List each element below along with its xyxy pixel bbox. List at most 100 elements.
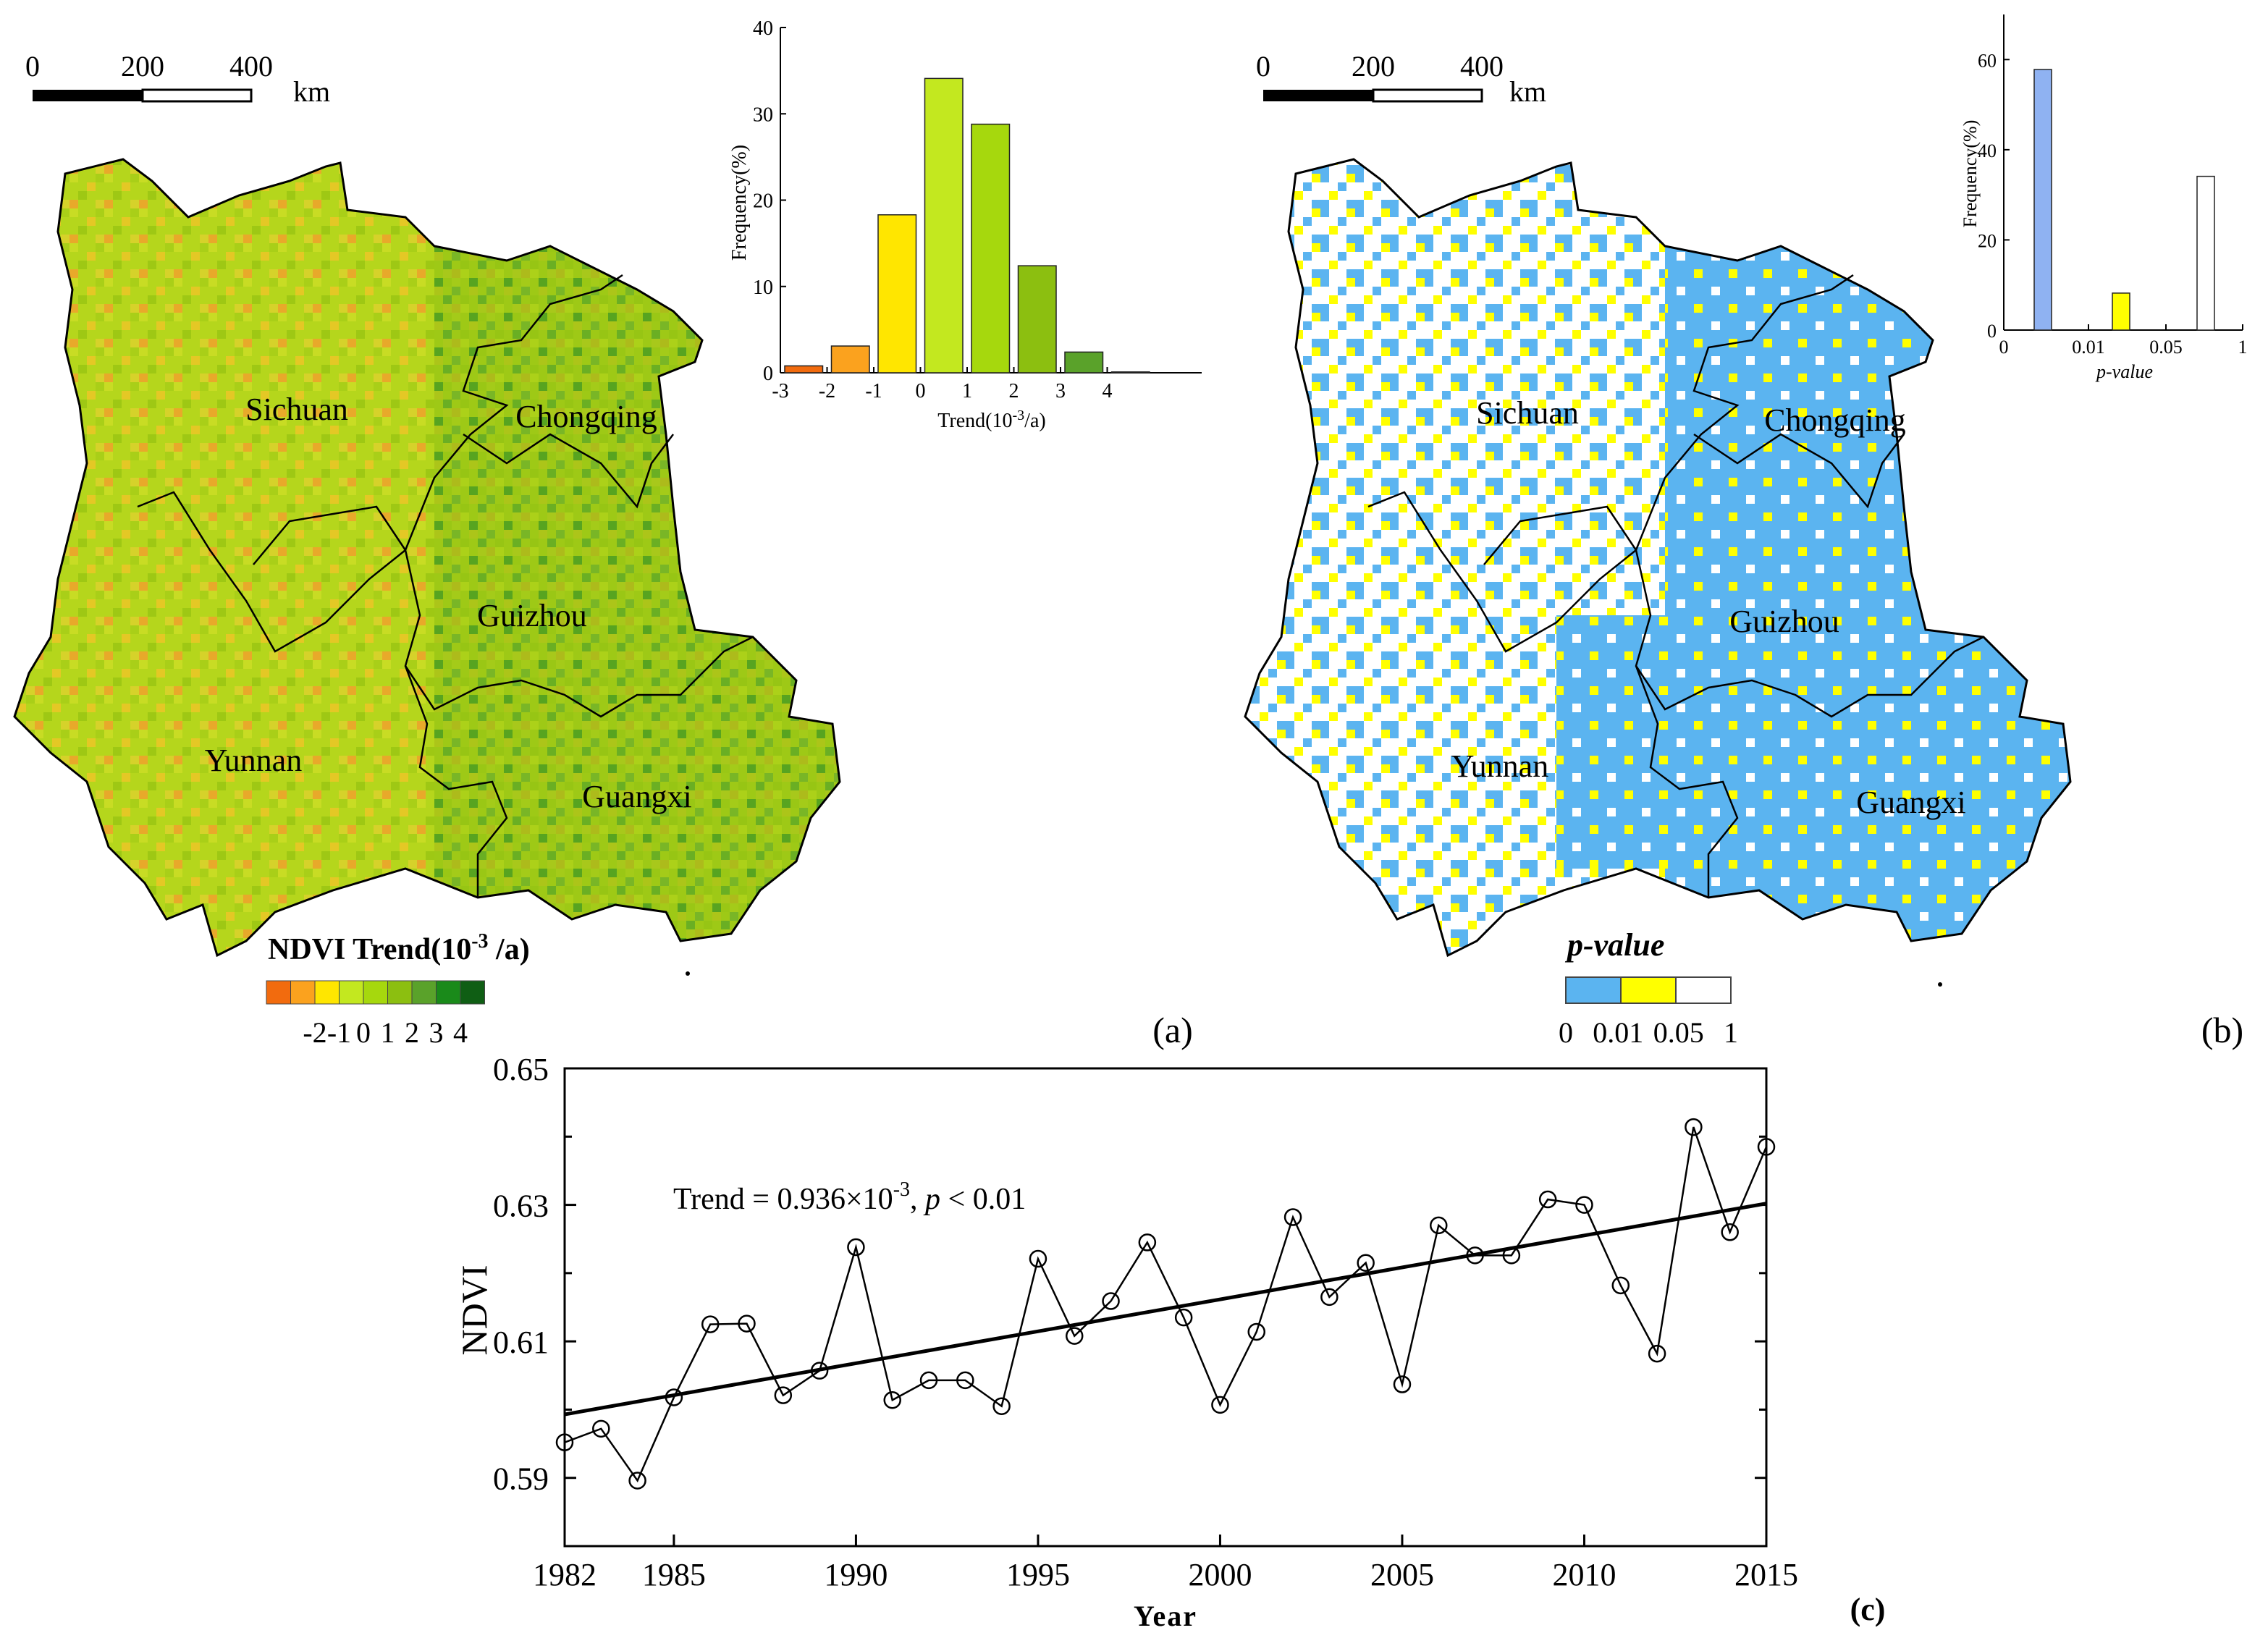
region-label-yunnan: Yunnan xyxy=(205,743,302,778)
island-mark xyxy=(686,971,690,976)
legend-ticks-b: 0 0.01 0.05 1 xyxy=(1559,1016,1738,1049)
y-tick-label: 0 xyxy=(1987,321,1997,342)
ndvi-trend-map: Sichuan Chongqing Guizhou Yunnan Guangxi xyxy=(13,158,841,976)
legend-title-text: NDVI Trend(10 xyxy=(268,933,471,966)
legend-title-sup: -3 xyxy=(471,930,488,953)
scale-bar-a: 0 200 400 km xyxy=(25,50,330,108)
y-tick-label: 40 xyxy=(753,17,773,40)
data-point xyxy=(738,1314,756,1333)
data-point xyxy=(1065,1327,1084,1345)
trend-annotation-p: p xyxy=(923,1183,940,1216)
legend-title-a: NDVI Trend(10-3 /a) xyxy=(268,930,530,966)
histogram-bar xyxy=(1017,265,1057,373)
legend-swatches-a xyxy=(266,980,485,1005)
data-point xyxy=(1247,1322,1266,1341)
legend-swatches-b xyxy=(1565,976,1732,1004)
data-point xyxy=(956,1371,974,1390)
legend-tick-label: 2 xyxy=(405,1016,419,1049)
x-tick-label: 1 xyxy=(2238,337,2248,358)
data-point xyxy=(847,1238,865,1257)
histogram-bar xyxy=(1064,351,1104,373)
data-point xyxy=(555,1433,574,1451)
y-tick-label: 0.65 xyxy=(493,1052,549,1087)
scale-bar-black-segment xyxy=(33,90,143,101)
legend-ticks-a: -2 -1 0 1 2 3 4 xyxy=(303,1016,468,1049)
y-tick-label: 0.61 xyxy=(493,1325,549,1360)
data-point xyxy=(1502,1246,1521,1265)
data-point xyxy=(1685,1118,1703,1136)
x-tick-label: 4 xyxy=(1103,380,1113,402)
histogram-bar xyxy=(924,77,964,373)
region-label-guangxi: Guangxi xyxy=(582,779,692,814)
y-tick-label: 40 xyxy=(1978,140,1997,161)
pvalue-legend: p-value 0 0.01 0.05 1 xyxy=(1559,927,1738,1049)
ndvi-time-series: 0.59 0.61 0.63 0.65 1982 1985 1990 1995 2000 2005… xyxy=(454,1052,1885,1632)
histogram-bar xyxy=(2033,69,2052,331)
histogram-bar xyxy=(971,123,1011,373)
region-label-guangxi: Guangxi xyxy=(1856,785,1966,820)
legend-swatch xyxy=(339,980,364,1005)
x-tick-label: 2015 xyxy=(1734,1557,1798,1592)
data-point xyxy=(1138,1233,1157,1252)
trend-annotation-text: Trend = 0.936×10 xyxy=(673,1183,893,1216)
province-boundaries-a xyxy=(137,274,754,898)
histogram-bar xyxy=(784,365,824,373)
x-axis-label: p-value xyxy=(2095,361,2153,382)
x-tick-label: 1990 xyxy=(824,1557,888,1592)
data-point xyxy=(1757,1138,1776,1156)
x-tick-label: 2000 xyxy=(1188,1557,1252,1592)
data-point xyxy=(919,1371,938,1390)
region-label-sichuan: Sichuan xyxy=(1476,395,1579,431)
data-point xyxy=(1320,1288,1339,1307)
data-point xyxy=(1575,1196,1593,1214)
map-outline-b xyxy=(1244,158,2072,958)
data-point xyxy=(1611,1276,1630,1295)
data-point xyxy=(665,1388,683,1406)
data-point xyxy=(1648,1344,1666,1363)
y-tick-label: 30 xyxy=(753,104,773,126)
legend-tick-label: -2 xyxy=(303,1016,326,1049)
data-point xyxy=(1029,1249,1047,1268)
histogram-bar xyxy=(2196,175,2215,331)
legend-swatch xyxy=(411,980,437,1005)
scale-label-200: 200 xyxy=(1352,50,1395,83)
region-label-chongqing: Chongqing xyxy=(1764,402,1906,438)
x-tick-label: 2005 xyxy=(1370,1557,1434,1592)
trend-annotation: Trend = 0.936×10-3, p < 0.01 xyxy=(673,1178,1026,1216)
legend-tick-label: 0 xyxy=(356,1016,371,1049)
data-point xyxy=(1283,1208,1302,1226)
trend-annotation-end: < 0.01 xyxy=(940,1183,1026,1216)
x-axis-label-text: Trend(10 xyxy=(937,410,1012,432)
x-tick-label: 1985 xyxy=(642,1557,706,1592)
data-point xyxy=(1430,1216,1448,1235)
x-tick-label: 2010 xyxy=(1552,1557,1616,1592)
legend-tick-label: 1 xyxy=(381,1016,395,1049)
scale-label-400: 400 xyxy=(1460,50,1504,83)
panel-a: 0 200 400 km Sichuan Chongqing Guizhou Y… xyxy=(13,50,1193,1050)
pvalue-histogram: 0 20 40 60 0 0.01 0.05 1 p-value Frequency(%) xyxy=(1960,14,2248,382)
map-raster-b-central xyxy=(1556,615,1701,869)
region-label-guizhou: Guizhou xyxy=(477,598,587,633)
province-boundaries-b xyxy=(1367,274,1984,898)
data-point xyxy=(1721,1223,1739,1241)
data-point xyxy=(774,1386,793,1404)
data-point xyxy=(883,1390,901,1409)
scale-bar-white-segment xyxy=(141,88,253,103)
legend-swatch xyxy=(290,980,316,1005)
y-axis-label: Frequency(%) xyxy=(1960,120,1981,228)
histogram-bar xyxy=(2112,292,2130,331)
legend-title-b: p-value xyxy=(1564,927,1664,963)
scale-bar-black-segment xyxy=(1263,90,1373,101)
scale-bar-b: 0 200 400 km xyxy=(1256,50,1546,108)
scale-label-400: 400 xyxy=(229,50,273,83)
legend-swatch xyxy=(460,980,485,1005)
x-tick-label: -3 xyxy=(772,380,788,402)
region-label-guizhou: Guizhou xyxy=(1729,604,1839,639)
panel-b: 0 200 400 km Sichuan Chongqing Guizhou Y xyxy=(1244,50,2243,1050)
scale-label-0: 0 xyxy=(1256,50,1270,83)
y-tick-label: 10 xyxy=(753,277,773,299)
panel-label-b: (b) xyxy=(2201,1010,2243,1050)
data-point xyxy=(592,1419,610,1438)
panel-label-a: (a) xyxy=(1152,1010,1193,1050)
